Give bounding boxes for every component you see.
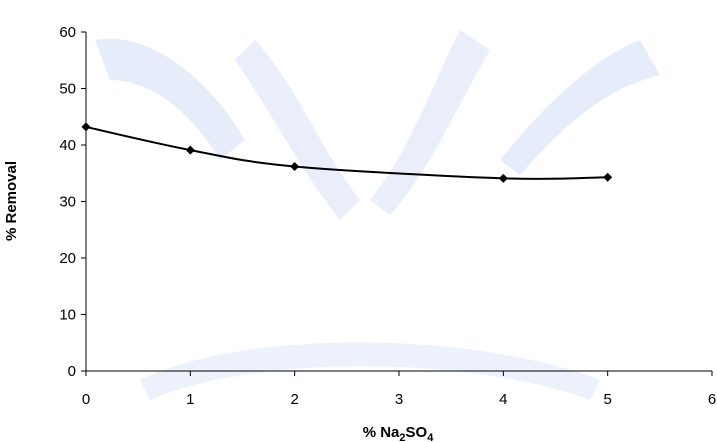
y-tick-label: 40 bbox=[59, 137, 76, 154]
data-point-marker bbox=[603, 172, 613, 182]
x-axis-title: % Na2SO4 bbox=[363, 424, 435, 442]
y-axis-ticks: 0 10 20 30 40 50 60 bbox=[59, 24, 86, 380]
y-tick-label: 30 bbox=[59, 194, 76, 211]
y-tick-label: 60 bbox=[59, 24, 76, 41]
data-point-marker bbox=[498, 173, 508, 183]
y-axis-title: % Removal bbox=[3, 161, 20, 241]
x-axis-title-subscript-1: 2 bbox=[399, 432, 405, 442]
x-tick-label: 2 bbox=[290, 391, 298, 408]
x-axis-title-middle: SO bbox=[406, 424, 428, 441]
x-axis-title-prefix: % Na bbox=[363, 424, 400, 441]
x-tick-label: 1 bbox=[186, 391, 194, 408]
series-line bbox=[85, 125, 608, 180]
data-point-marker bbox=[290, 161, 300, 171]
y-tick-label: 0 bbox=[68, 363, 76, 380]
x-tick-label: 5 bbox=[603, 391, 611, 408]
data-point-marker bbox=[185, 145, 195, 155]
data-point-marker bbox=[81, 122, 91, 132]
y-tick-label: 20 bbox=[59, 250, 76, 267]
x-tick-label: 0 bbox=[82, 391, 90, 408]
x-tick-label: 6 bbox=[708, 391, 716, 408]
y-tick-label: 50 bbox=[59, 81, 76, 98]
x-axis-title-subscript-2: 4 bbox=[427, 432, 434, 442]
x-tick-label: 4 bbox=[499, 391, 507, 408]
data-series bbox=[81, 122, 613, 183]
x-axis-ticks: 0 1 2 3 4 5 6 bbox=[82, 371, 716, 408]
x-tick-label: 3 bbox=[395, 391, 403, 408]
y-tick-label: 10 bbox=[59, 307, 76, 324]
